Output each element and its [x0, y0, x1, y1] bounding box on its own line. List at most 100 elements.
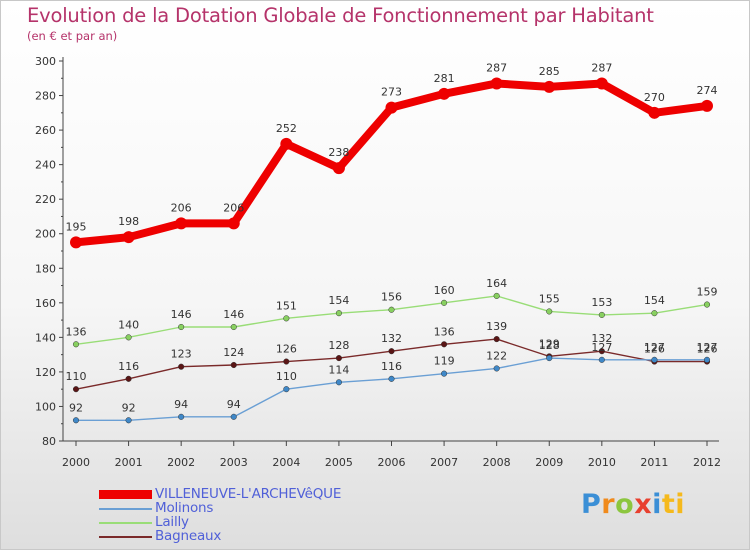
data-label: 92: [122, 401, 136, 414]
y-tick-label: 140: [35, 331, 56, 344]
data-label: 116: [118, 360, 139, 373]
data-label: 132: [381, 332, 402, 345]
x-tick-label: 2008: [483, 456, 511, 469]
data-point: [595, 77, 608, 90]
data-label: 195: [66, 220, 87, 233]
x-tick-label: 2012: [693, 456, 721, 469]
data-label: 198: [118, 215, 139, 228]
data-label: 126: [276, 343, 297, 356]
y-tick-label: 300: [35, 55, 56, 68]
data-point: [546, 355, 553, 362]
data-point: [230, 413, 237, 420]
data-label: 127: [591, 341, 612, 354]
data-label: 140: [118, 318, 139, 331]
data-label: 164: [486, 277, 507, 290]
data-point: [125, 375, 132, 382]
data-point: [335, 310, 342, 317]
data-point: [227, 217, 240, 230]
data-point: [178, 363, 185, 370]
data-label: 127: [644, 341, 665, 354]
data-label: 116: [381, 360, 402, 373]
data-label: 146: [223, 308, 244, 321]
data-point: [385, 101, 398, 114]
data-point: [648, 106, 661, 119]
data-point: [703, 301, 711, 308]
x-tick-label: 2000: [62, 456, 90, 469]
y-tick-label: 260: [35, 124, 56, 137]
data-point: [175, 217, 188, 230]
x-tick-label: 2010: [588, 456, 616, 469]
data-point: [230, 361, 237, 369]
data-point: [280, 137, 293, 150]
data-point: [230, 323, 237, 331]
data-point: [441, 341, 448, 348]
y-tick-label: 100: [35, 400, 56, 413]
data-point: [598, 356, 605, 363]
data-point: [72, 417, 80, 424]
data-point: [388, 348, 395, 355]
x-tick-label: 2009: [535, 456, 563, 469]
x-tick-label: 2006: [378, 456, 406, 469]
data-label: 252: [276, 122, 297, 135]
legend-swatch: [99, 490, 152, 499]
data-label: 270: [644, 91, 665, 104]
data-label: 126: [644, 343, 665, 356]
data-label: 287: [486, 61, 507, 74]
data-label: 122: [486, 349, 507, 362]
data-label: 274: [697, 84, 718, 97]
data-label: 154: [328, 294, 349, 307]
data-label: 206: [171, 201, 192, 214]
data-point: [493, 336, 500, 343]
x-tick-label: 2004: [272, 456, 300, 469]
data-point: [125, 334, 132, 341]
data-label: 139: [486, 320, 507, 333]
data-point: [546, 308, 553, 315]
data-point: [543, 80, 556, 93]
y-tick-label: 280: [35, 90, 56, 103]
data-label: 128: [539, 339, 560, 352]
data-label: 119: [434, 355, 455, 368]
data-label: 285: [539, 65, 560, 78]
data-labels-layer: 195 198 206 206 252 238 273 281 287 285 287 270 274 9…: [66, 61, 718, 414]
data-label: 128: [328, 339, 349, 352]
data-label: 206: [223, 201, 244, 214]
legend-label-lailly: Lailly: [155, 514, 189, 530]
data-point: [72, 386, 80, 393]
data-label: 114: [328, 363, 349, 376]
data-label: 160: [434, 284, 455, 297]
series-1: [72, 355, 711, 424]
data-point: [651, 310, 658, 317]
data-label: 94: [174, 398, 188, 411]
data-label: 156: [381, 291, 402, 304]
data-point: [335, 379, 342, 386]
x-tick-label: 2003: [220, 456, 248, 469]
data-label: 154: [644, 294, 665, 307]
data-label: 94: [227, 398, 241, 411]
series-layer: [70, 77, 713, 424]
data-label: 287: [591, 61, 612, 74]
series-2: [72, 292, 711, 348]
chart-subtitle: (en € et par an): [27, 29, 118, 43]
data-point: [335, 355, 342, 362]
axes: 80 100 120 140 160 180 200 220 240 260 280 300 2000 2…: [35, 55, 721, 469]
data-point: [70, 236, 82, 249]
data-label: 136: [434, 325, 455, 338]
chart-title: Evolution de la Dotation Globale de Fonc…: [27, 4, 654, 27]
data-label: 281: [434, 72, 455, 85]
x-tick-label: 2007: [430, 456, 458, 469]
y-tick-label: 160: [35, 297, 56, 310]
data-label: 136: [66, 325, 87, 338]
data-point: [388, 306, 395, 313]
legend-label-bagneaux: Bagneaux: [155, 528, 222, 544]
data-point: [701, 99, 713, 112]
data-point: [441, 370, 448, 377]
y-tick-label: 220: [35, 193, 56, 206]
x-tick-label: 2005: [325, 456, 353, 469]
data-label: 92: [69, 401, 83, 414]
data-point: [283, 358, 290, 365]
data-point: [438, 87, 451, 100]
y-tick-label: 240: [35, 159, 56, 172]
data-point: [283, 315, 290, 322]
